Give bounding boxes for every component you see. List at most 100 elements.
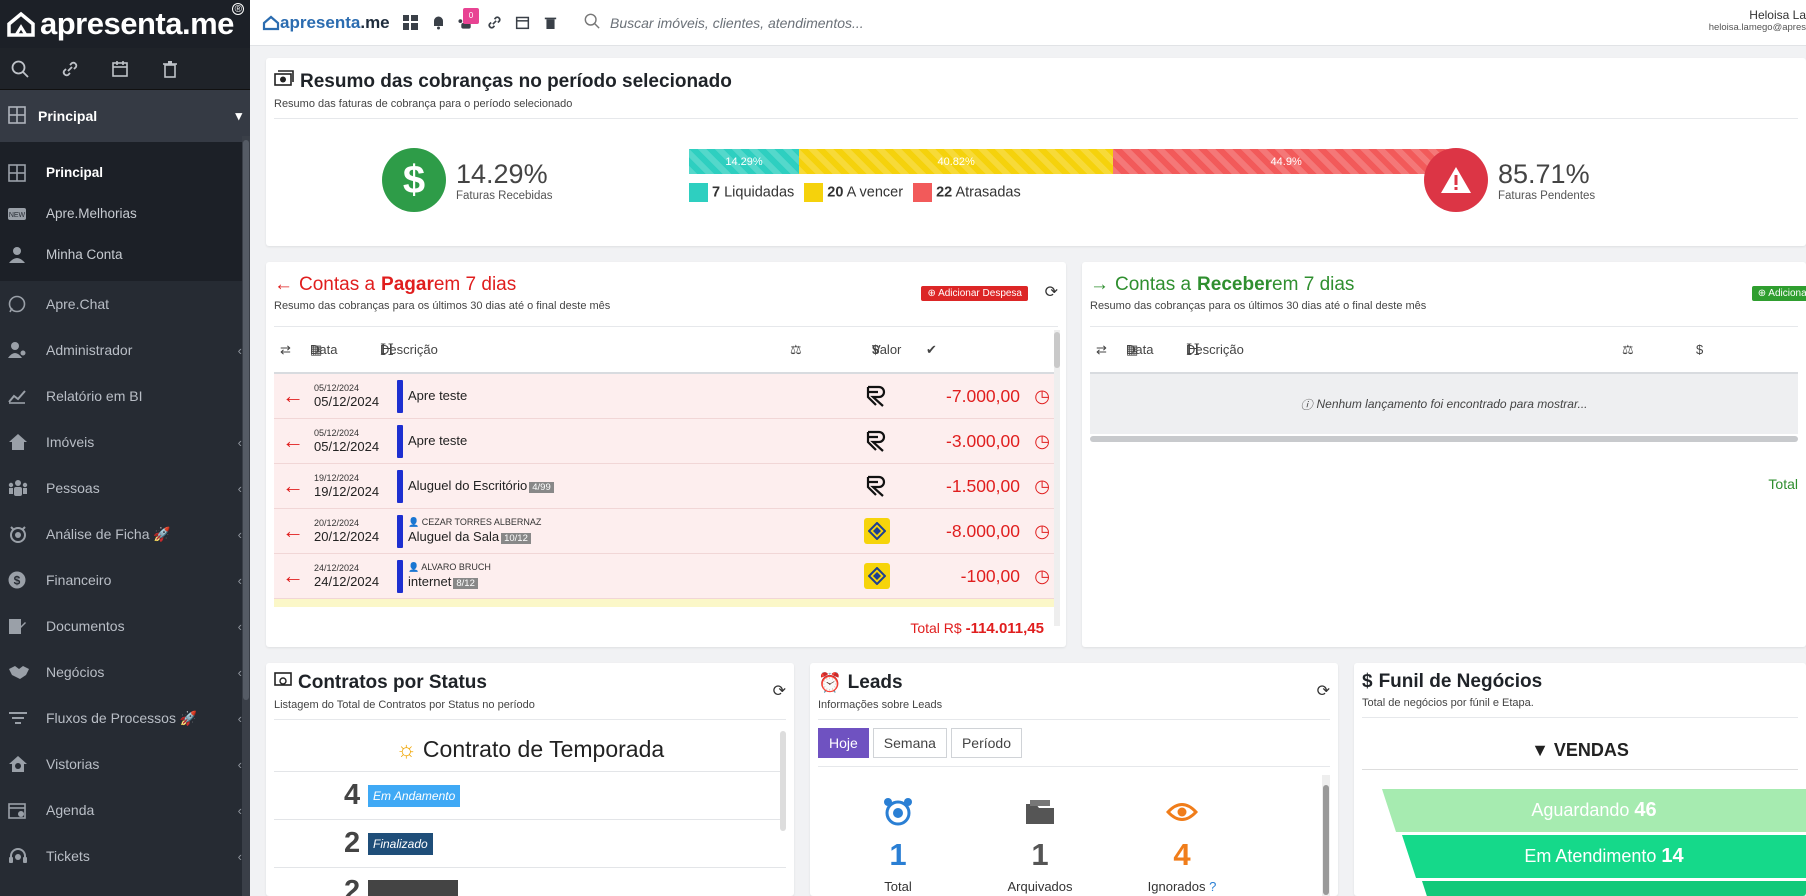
clock-icon[interactable]: ◷ — [1034, 565, 1050, 586]
sidebar-item[interactable]: Análise de Ficha 🚀 ‹ — [0, 511, 250, 557]
search-input[interactable]: Buscar imóveis, clientes, atendimentos..… — [610, 14, 864, 31]
sidebar-item[interactable]: Administrador ‹ — [0, 327, 250, 373]
horizontal-scrollbar[interactable] — [1090, 436, 1798, 442]
sidebar-item[interactable]: $ Financeiro ‹ — [0, 557, 250, 603]
check-icon[interactable]: ✔ — [926, 341, 937, 357]
row-person-name: ALVARO BRUCH — [421, 562, 491, 573]
sidebar-subitem[interactable]: Minha Conta — [0, 234, 250, 275]
clock-icon[interactable]: ◷ — [1034, 430, 1050, 451]
sidebar-item[interactable]: Negócios ‹ — [0, 649, 250, 695]
user-menu[interactable]: Heloisa La heloisa.lamego@apres — [1696, 8, 1806, 33]
table-row[interactable]: ← 05/12/2024 05/12/2024 Apre teste -7.000,00… — [274, 374, 1058, 419]
contract-status-pill[interactable]: Em Andamento — [368, 784, 461, 807]
sidebar-item[interactable]: Pessoas ‹ — [0, 465, 250, 511]
clock-icon[interactable]: ◷ — [1034, 475, 1050, 496]
table-scrollbar[interactable] — [1054, 330, 1060, 626]
analysis-icon — [8, 525, 46, 543]
sidebar-item[interactable]: Documentos ‹ — [0, 603, 250, 649]
clock-icon[interactable]: ◷ — [1034, 385, 1050, 406]
row-person-name: CEZAR TORRES ALBERNAZ — [421, 517, 542, 528]
search-icon[interactable] — [8, 57, 32, 81]
bank-bb-icon — [864, 518, 890, 544]
add-income-button[interactable]: ⊕ Adicionar — [1751, 286, 1806, 301]
funnel-stage[interactable]: Aguardando 46 — [1382, 789, 1806, 832]
sales-funnel-card: $ Funil de Negócios Total de negócios po… — [1354, 663, 1806, 896]
house-logo-icon — [7, 11, 35, 37]
progress-segment: 14.29% — [689, 149, 800, 174]
sidebar-item-label: Fluxos de Processos 🚀 — [46, 709, 198, 726]
trash-icon[interactable] — [542, 15, 558, 31]
sidebar-scrollbar[interactable] — [242, 136, 250, 896]
sidebar-item[interactable]: Vistorias ‹ — [0, 741, 250, 787]
tab-period[interactable]: Hoje — [818, 728, 869, 758]
sidebar-toolbar — [0, 48, 250, 90]
handshake-icon — [8, 664, 46, 680]
card-scrollbar[interactable] — [780, 731, 786, 831]
dashboard-icon[interactable] — [402, 15, 418, 31]
contract-status-pill[interactable] — [368, 879, 458, 896]
chevron-left-icon: ‹ — [237, 480, 242, 496]
svg-text:NEW: NEW — [9, 212, 26, 219]
column-value[interactable]: $ — [1696, 342, 1704, 357]
sidebar-section-principal[interactable]: Principal ▾ — [0, 90, 250, 142]
refresh-icon[interactable]: ⟳ — [1044, 284, 1058, 301]
topbar-logo[interactable]: apresenta. me — [250, 13, 402, 33]
divider — [818, 766, 1330, 767]
dollar-icon: $ — [382, 148, 446, 212]
home-icon — [8, 433, 46, 451]
calendar-icon[interactable] — [514, 15, 530, 31]
clock-icon[interactable]: ◷ — [1034, 520, 1050, 541]
row-description-text: internet — [408, 573, 452, 589]
chevron-down-icon: ▾ — [235, 108, 242, 123]
refresh-icon[interactable]: ⟳ — [1316, 683, 1330, 700]
sidebar-subitem[interactable]: NEW Apre.Melhorias — [0, 193, 250, 234]
chart-icon — [8, 388, 46, 404]
column-value[interactable]: $ Valor — [872, 342, 902, 357]
tab-period[interactable]: Semana — [872, 728, 947, 758]
help-icon[interactable]: ? — [1209, 879, 1217, 894]
row-color-marker — [397, 470, 403, 503]
funnel-group-label: VENDAS — [1553, 740, 1629, 760]
table-row[interactable]: ← 19/12/2024 19/12/2024 Aluguel do Escritór… — [274, 464, 1058, 509]
table-row[interactable]: ← 05/12/2024 05/12/2024 Apre teste -3.000,00… — [274, 419, 1058, 464]
trash-icon[interactable] — [158, 57, 182, 81]
link-icon[interactable] — [486, 15, 502, 31]
funnel-stage[interactable] — [1422, 881, 1806, 896]
sidebar: apresenta.me ® Principal ▾ Principal NEW A… — [0, 0, 250, 896]
contract-status-pill[interactable]: Finalizado — [368, 832, 433, 855]
sidebar-item[interactable]: Tickets ‹ — [0, 833, 250, 879]
sidebar-subitem[interactable]: Principal — [0, 152, 250, 193]
sidebar-item[interactable]: Agenda ‹ — [0, 787, 250, 833]
table-row[interactable]: ← 24/12/2024 24/12/2024 👤 ALVARO BRUCH inter… — [274, 554, 1058, 599]
funnel-title: Funil de Negócios — [1378, 671, 1543, 692]
table-row[interactable]: ← 20/12/2024 20/12/2024 👤 CEZAR TORRES ALBE… — [274, 509, 1058, 554]
sidebar-item[interactable]: Relatório em BI — [0, 373, 250, 419]
tab-period[interactable]: Período — [950, 728, 1022, 758]
refresh-icon[interactable]: ⟳ — [772, 683, 786, 700]
add-expense-button[interactable]: ⊕ Adicionar Despesa — [921, 286, 1028, 301]
people-icon — [8, 479, 46, 497]
legend-count: 22 — [936, 184, 953, 201]
legend-item: 22 Atrasadas — [913, 183, 1021, 202]
link-icon[interactable] — [58, 57, 82, 81]
brand-logo[interactable]: apresenta.me ® — [0, 0, 250, 48]
arrow-right-icon: → — [1090, 274, 1109, 295]
sidebar-item[interactable]: Apre.Chat — [0, 281, 250, 327]
funnel-stage[interactable]: Em Atendimento 14 — [1402, 835, 1806, 878]
sort-icon[interactable]: ⇄ — [280, 341, 291, 357]
sidebar-item-label: Negócios — [46, 664, 105, 680]
global-search[interactable]: Buscar imóveis, clientes, atendimentos..… — [584, 13, 864, 32]
row-date: 20/12/2024 20/12/2024 — [314, 518, 379, 544]
card-scrollbar[interactable] — [1322, 775, 1330, 896]
sidebar-item[interactable]: Imóveis ‹ — [0, 419, 250, 465]
bell-icon[interactable] — [430, 15, 446, 31]
sidebar-item[interactable]: Fluxos de Processos 🚀 ‹ — [0, 695, 250, 741]
calendar-icon[interactable] — [108, 57, 132, 81]
row-value: -7.000,00 — [946, 385, 1020, 406]
sidebar-submenu: Principal NEW Apre.Melhorias Minha Conta — [0, 142, 250, 281]
row-date-small: 24/12/2024 — [314, 562, 360, 573]
sort-icon[interactable]: ⇄ — [1096, 341, 1107, 357]
users-icon[interactable]: 0 — [458, 7, 479, 31]
accounts-receivable-card: → Contas a Receber em 7 dias Resumo das … — [1082, 262, 1806, 647]
row-date: 05/12/2024 05/12/2024 — [314, 383, 379, 409]
